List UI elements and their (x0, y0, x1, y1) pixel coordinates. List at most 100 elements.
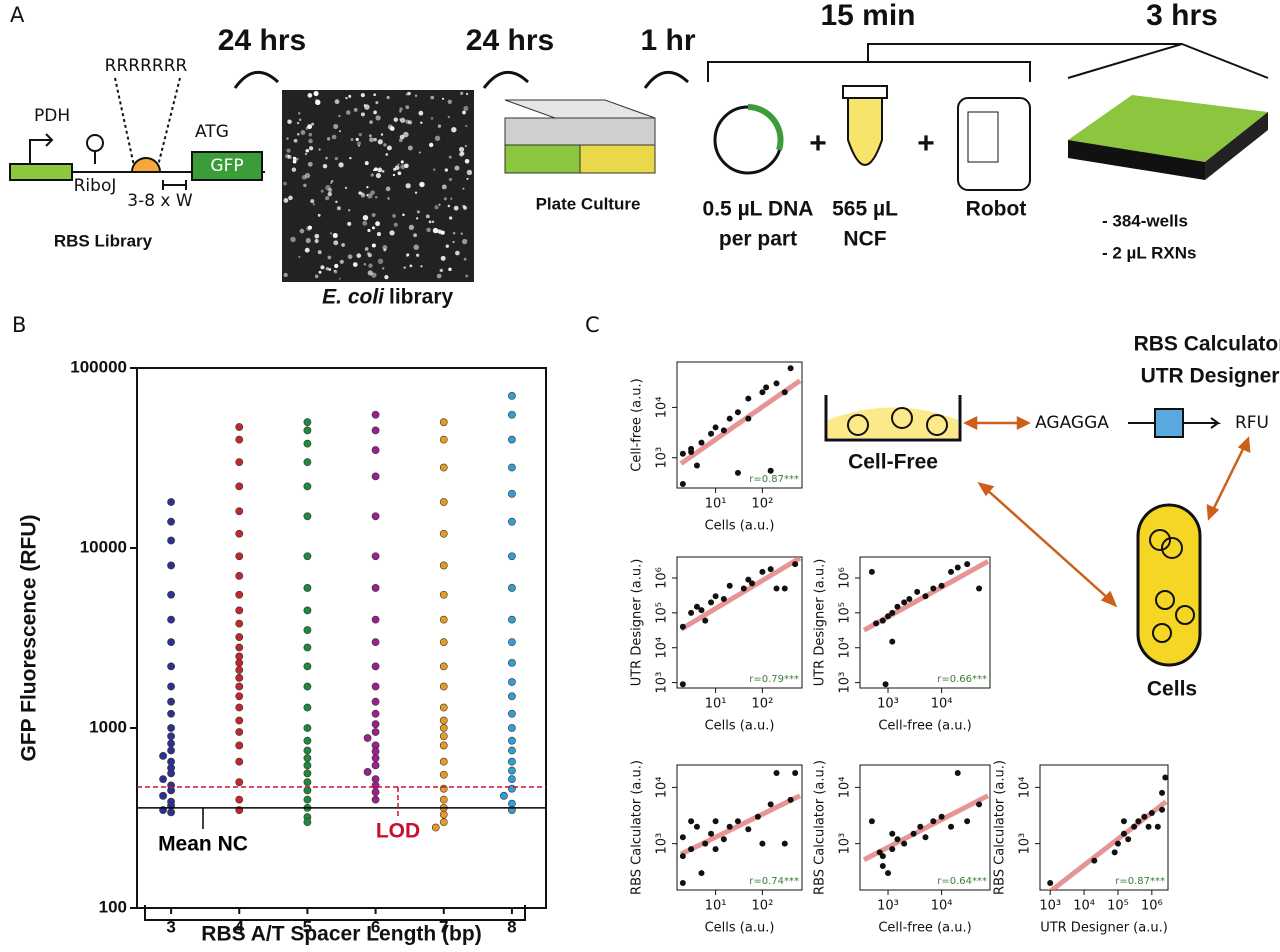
cell-dot (438, 229, 443, 235)
cell-dot (375, 196, 378, 199)
cell-dot (307, 225, 312, 230)
data-point (708, 599, 715, 606)
cell-dot (317, 213, 321, 217)
x-tick-label: 10¹ (705, 899, 727, 914)
data-point (303, 439, 312, 448)
cell-dot (459, 152, 464, 157)
time-label: 1 hr (640, 24, 695, 57)
cell-dot (432, 227, 439, 234)
data-point (720, 836, 727, 843)
data-point (167, 732, 175, 741)
x-tick-label: 4 (235, 917, 245, 936)
cell-dot (344, 186, 348, 190)
plot-frame (676, 556, 803, 689)
x-axis-label: UTR Designer (a.u.) (1040, 921, 1168, 936)
data-point (901, 840, 908, 847)
cell-dot (352, 262, 358, 267)
cell-dot (357, 144, 360, 147)
data-point (1148, 810, 1155, 817)
cell-dot (371, 226, 375, 230)
x-tick-label: 10² (752, 697, 774, 712)
data-point (159, 775, 167, 784)
cell-dot (297, 112, 301, 115)
cell-dot (383, 143, 387, 147)
data-point (734, 469, 741, 476)
cell-dot (363, 262, 367, 266)
y-tick-label: 10000 (80, 537, 127, 556)
x-tick-label: 10³ (877, 899, 899, 914)
cell-dot (287, 119, 292, 124)
cell-dot (358, 132, 363, 137)
data-point (702, 617, 709, 624)
data-point (167, 697, 175, 706)
cell-dot (416, 253, 420, 257)
vesicles (847, 407, 948, 436)
data-point (745, 415, 752, 422)
cell-dot (400, 164, 406, 170)
data-point (371, 638, 380, 647)
cell-dot (443, 197, 447, 201)
y-tick-label: 10⁴ (838, 777, 853, 799)
data-point (235, 529, 244, 538)
beaker (824, 395, 962, 442)
cell-dot (366, 186, 369, 189)
data-point (508, 517, 516, 526)
y-tick-label: 10³ (838, 672, 853, 694)
data-point (868, 818, 875, 825)
data-point (688, 846, 695, 853)
cell-dot (311, 122, 315, 126)
cell-dot (385, 153, 389, 156)
cell-dot (463, 257, 467, 261)
cell-dot (325, 156, 328, 160)
cell-dot (465, 274, 469, 278)
data-point (439, 724, 448, 732)
reference-label: LOD (376, 820, 420, 843)
data-point (693, 823, 700, 830)
data-point (439, 561, 448, 570)
cell-dot (386, 95, 390, 100)
x-tick-label: 10⁶ (1141, 899, 1163, 914)
spacer-label: 3-8 x W (127, 191, 193, 211)
data-point (303, 778, 312, 787)
cell-dot (441, 97, 445, 100)
data-point (508, 799, 516, 808)
cell-dot (368, 263, 373, 268)
cell-dot (450, 197, 453, 200)
cell-dot (400, 117, 406, 123)
data-point (508, 766, 516, 775)
y-tick-label: 10⁵ (838, 602, 853, 624)
data-point (371, 720, 380, 729)
cell-dot (367, 228, 371, 233)
data-point (679, 681, 686, 688)
cell-dot (308, 132, 313, 137)
cell-dot (338, 130, 341, 133)
cell-dot (394, 165, 400, 171)
data-point (910, 830, 917, 837)
data-point (773, 585, 780, 592)
arrow (1128, 417, 1222, 429)
data-point (885, 613, 892, 620)
x-tick-label: 10⁴ (1073, 899, 1095, 914)
x-tick-label: 3 (166, 917, 175, 936)
data-point (371, 472, 380, 481)
data-point (303, 682, 312, 691)
data-point (964, 818, 971, 825)
arrow (233, 71, 280, 89)
data-point (508, 638, 516, 647)
y-tick-label: 10⁴ (1018, 777, 1033, 799)
cell-dot (373, 93, 376, 97)
x-tick-label: 10² (752, 497, 774, 512)
cell-dot (322, 163, 328, 169)
cell (1136, 503, 1202, 667)
cell-dot (384, 274, 389, 280)
y-tick-label: 10⁵ (655, 602, 670, 624)
data-point (371, 615, 380, 624)
data-point (773, 380, 780, 387)
cell-dot (460, 232, 463, 235)
output-label: RFU (1235, 413, 1269, 433)
data-point (759, 840, 766, 847)
cell-dot (377, 167, 383, 173)
cell-dot (286, 148, 291, 153)
cell-dot (451, 127, 457, 133)
ncf-label: NCF (843, 228, 886, 251)
